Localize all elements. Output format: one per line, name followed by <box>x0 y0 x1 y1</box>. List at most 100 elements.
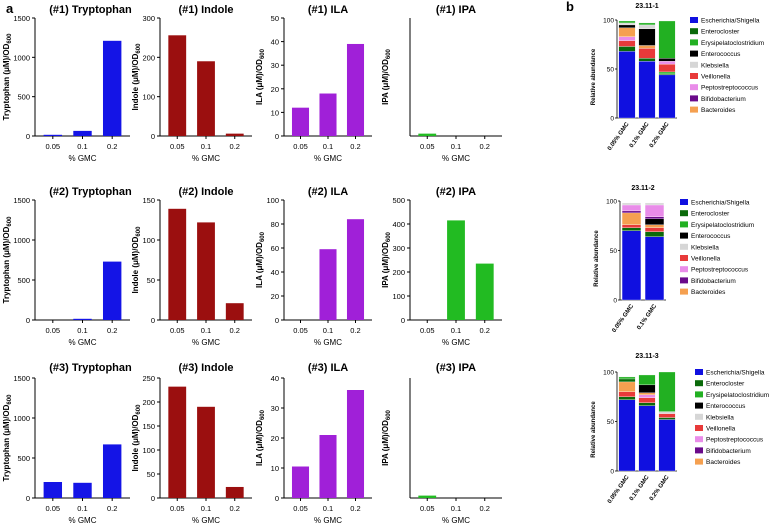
segment-enterocloster <box>618 378 636 383</box>
y-tick-label: 100 <box>606 199 617 206</box>
x-axis-label: % GMC <box>442 516 470 525</box>
segment-enterocloster <box>618 46 636 52</box>
segment-escherichiashigella <box>658 419 676 472</box>
chart-title: 23.11-2 <box>631 185 654 192</box>
y-axis-label-main: Tryptophan (μM)/OD <box>2 226 11 303</box>
chart-title: (#3) Indole <box>178 362 233 374</box>
y-tick-label: 0 <box>151 316 155 325</box>
segment-veillonella <box>658 63 676 73</box>
bar-0.2 <box>225 133 244 136</box>
legend-swatch <box>690 84 698 91</box>
x-tick-label: 0.1 <box>323 504 333 513</box>
bar-0.05 <box>43 134 63 136</box>
bar-0.05 <box>291 107 310 136</box>
y-tick-label: 100 <box>392 292 405 301</box>
x-tick-label: 0.05 <box>170 504 185 513</box>
y-tick-label: 10 <box>271 464 279 473</box>
y-axis-label-subscript: 600 <box>386 409 392 420</box>
legend-swatch <box>680 288 688 295</box>
segment-enterocloster <box>618 396 636 400</box>
y-tick-label: 30 <box>271 404 279 413</box>
y-tick-label: 60 <box>271 244 279 253</box>
chart-title: 23.11-1 <box>635 3 658 10</box>
y-tick-label: 500 <box>392 196 405 205</box>
y-axis-label: Relative abundance <box>594 230 600 287</box>
bar-0.05 <box>418 495 437 498</box>
x-tick-label: 0.2 <box>107 142 117 151</box>
x-tick-label: 0.05 <box>170 326 185 335</box>
legend-swatch <box>695 436 703 443</box>
y-axis-label: Indole (μM)/OD600 <box>131 404 142 472</box>
y-axis-label: IPA (μM)/OD600 <box>381 231 392 287</box>
y-axis-label: ILA (μM)/OD600 <box>255 48 266 105</box>
legend-swatch <box>680 243 688 250</box>
segment-bacteroides <box>618 27 636 37</box>
legend-swatch <box>680 277 688 284</box>
y-tick-label: 100 <box>266 196 279 205</box>
segment-bacteroides <box>638 392 656 395</box>
x-axis-label: % GMC <box>442 338 470 347</box>
y-axis-label-main: IPA (μM)/OD <box>381 242 390 288</box>
segment-bifidobacterium <box>644 216 665 219</box>
y-tick-label: 20 <box>271 292 279 301</box>
x-axis-label: % GMC <box>192 338 220 347</box>
x-tick-label: 0.05 <box>293 504 308 513</box>
legend-label: Bacteroides <box>706 459 741 466</box>
y-axis-label-subscript: 600 <box>386 48 392 59</box>
legend-label: Escherichia/Shigella <box>691 200 750 207</box>
bar-0.1 <box>319 249 337 320</box>
segment-enterocloster <box>638 58 656 62</box>
bar-0.2 <box>102 444 122 498</box>
y-tick-label: 100 <box>142 93 155 102</box>
segment-klebsiella <box>618 22 636 26</box>
segment-enterococcus <box>658 58 676 62</box>
x-tick-label: 0.2% GMC <box>649 474 671 502</box>
y-axis-label-subscript: 600 <box>7 33 13 44</box>
y-tick-label: 1500 <box>13 374 30 383</box>
y-tick-label: 0 <box>613 298 617 305</box>
bar-0.1 <box>197 222 215 320</box>
segment-erysipelatoclostridium <box>638 22 656 26</box>
segment-peptostreptococcus <box>644 204 665 217</box>
segment-escherichiashigella <box>618 51 636 119</box>
chart-title: (#1) ILA <box>308 4 348 16</box>
segment-escherichiashigella <box>618 399 636 472</box>
y-tick-label: 100 <box>142 236 155 245</box>
y-tick-label: 100 <box>142 446 155 455</box>
bar-0.2 <box>225 486 244 498</box>
x-tick-label: 0.2 <box>230 504 240 513</box>
legend-label: Bifidobacterium <box>691 278 736 285</box>
segment-escherichiashigella <box>638 405 656 472</box>
x-tick-label: 0.2 <box>107 326 117 335</box>
chart-title: (#1) Tryptophan <box>49 4 132 16</box>
bar-0.2 <box>346 390 365 498</box>
x-tick-label: 0.2 <box>480 504 490 513</box>
y-tick-label: 1500 <box>13 196 30 205</box>
bar-chart-11: (#3) ILA 0 10 20 30 40 0.05 0.1 0.2 % GMC ILA (μM)… <box>255 362 372 525</box>
y-axis-label: Relative abundance <box>591 401 597 458</box>
legend-label: Escherichia/Shigella <box>701 18 760 25</box>
x-tick-label: 0.2 <box>480 142 490 151</box>
x-tick-label: 0.05 <box>46 142 61 151</box>
chart-title: (#1) Indole <box>178 4 233 16</box>
segment-veillonella <box>621 224 642 228</box>
y-tick-label: 1000 <box>13 414 30 423</box>
y-tick-label: 150 <box>142 196 155 205</box>
legend-swatch <box>680 255 688 261</box>
bar-0.1 <box>197 61 215 137</box>
y-tick-label: 40 <box>271 268 279 277</box>
bar-chart-10: (#3) Indole 0 50 100 150 200 250 0.05 0.1 0.2 % GM… <box>131 362 252 525</box>
x-tick-label: 0.2 <box>107 504 117 513</box>
bar-chart-3: (#1) ILA 0 10 20 30 40 50 0.05 0.1 0.2 % GMC ILA (μ… <box>255 4 372 163</box>
segment-veillonella <box>618 40 636 47</box>
y-tick-label: 250 <box>142 374 155 383</box>
x-axis-label: % GMC <box>314 338 342 347</box>
legend-swatch <box>690 50 698 57</box>
bar-0.2 <box>102 40 122 136</box>
x-tick-label: 0.05 <box>420 142 435 151</box>
y-tick-label: 0 <box>26 494 30 503</box>
x-tick-label: 0.1% GMC <box>629 121 651 149</box>
segment-peptostreptococcus <box>658 61 676 65</box>
